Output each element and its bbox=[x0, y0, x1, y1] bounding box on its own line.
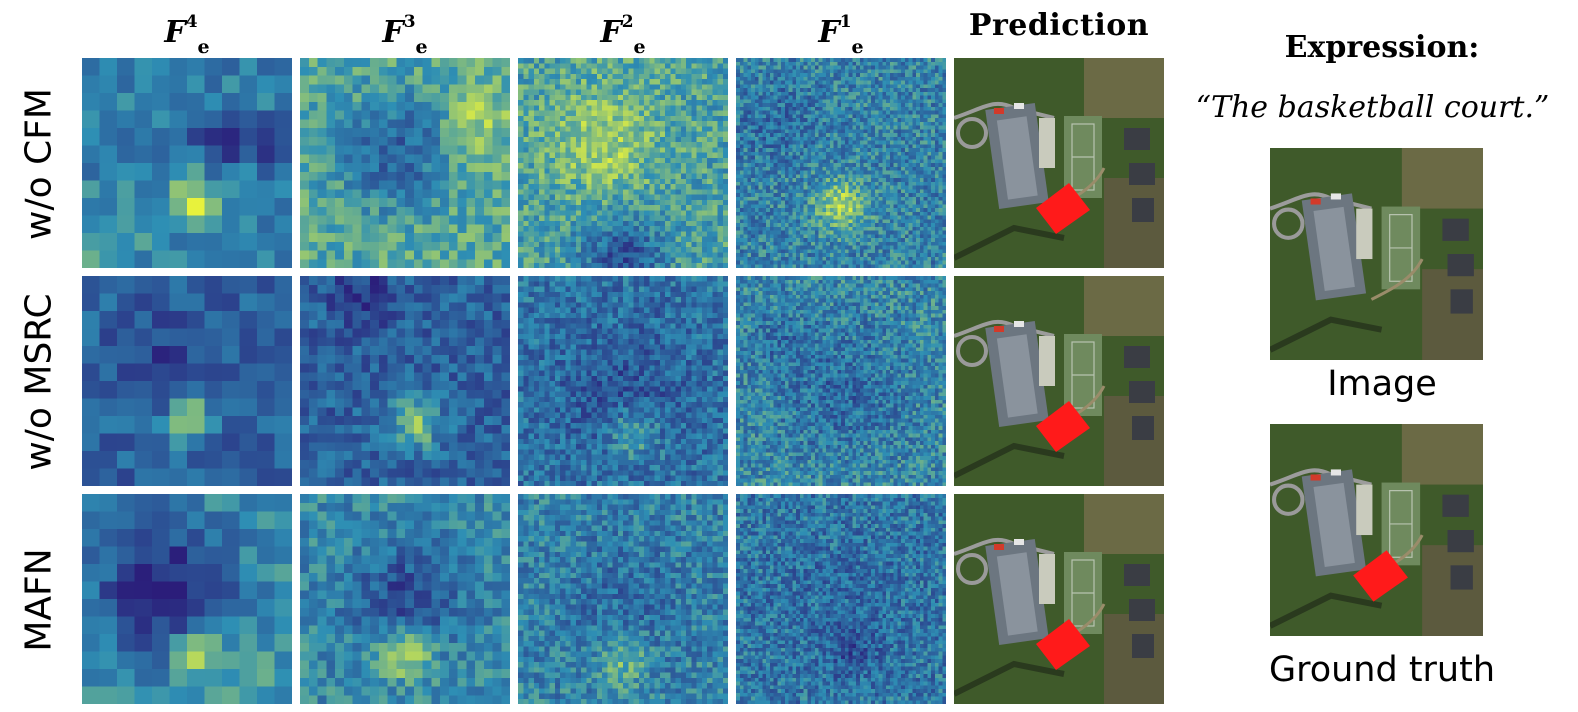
row-label-text: w/o CFM bbox=[18, 88, 60, 240]
input-image bbox=[1270, 148, 1483, 360]
column-subscript: e bbox=[415, 36, 428, 58]
column-superscript: 3 bbox=[403, 12, 416, 32]
feature-heatmap-tile bbox=[736, 276, 946, 486]
row-label-wo-cfm: w/o CFM bbox=[0, 58, 78, 270]
feature-heatmap-tile bbox=[518, 494, 728, 704]
row-label-text: w/o MSRC bbox=[18, 293, 60, 471]
feature-heatmap-tile bbox=[736, 58, 946, 268]
prediction-image bbox=[954, 494, 1164, 704]
column-superscript: 1 bbox=[839, 12, 852, 32]
row-label-wo-msrc: w/o MSRC bbox=[0, 276, 78, 488]
column-symbol: F bbox=[164, 15, 186, 50]
expression-text: “The basketball court.” bbox=[1195, 90, 1550, 125]
row-label-text: MAFN bbox=[18, 548, 60, 652]
column-superscript: 2 bbox=[621, 12, 634, 32]
column-header-f1: F1 e bbox=[736, 4, 946, 58]
prediction-image bbox=[954, 58, 1164, 268]
column-symbol: F bbox=[600, 15, 622, 50]
feature-heatmap-tile bbox=[518, 58, 728, 268]
ground-truth-caption: Ground truth bbox=[1268, 650, 1496, 690]
column-header-prediction: Prediction bbox=[968, 8, 1150, 43]
column-subscript: e bbox=[197, 36, 210, 58]
column-subscript: e bbox=[633, 36, 646, 58]
column-header-f2: F2 e bbox=[518, 4, 728, 58]
feature-heatmap-tile bbox=[300, 276, 510, 486]
feature-heatmap-tile bbox=[518, 276, 728, 486]
column-subscript: e bbox=[851, 36, 864, 58]
column-symbol: F bbox=[382, 15, 404, 50]
column-superscript: 4 bbox=[185, 12, 198, 32]
feature-heatmap-tile bbox=[82, 58, 292, 268]
prediction-image bbox=[954, 276, 1164, 486]
row-label-mafn: MAFN bbox=[0, 494, 78, 706]
image-caption: Image bbox=[1327, 364, 1437, 404]
column-header-f3: F3 e bbox=[300, 4, 510, 58]
feature-heatmap-tile bbox=[300, 494, 510, 704]
feature-heatmap-tile bbox=[82, 494, 292, 704]
expression-title: Expression: bbox=[1284, 30, 1480, 65]
feature-heatmap-tile bbox=[300, 58, 510, 268]
column-symbol: F bbox=[818, 15, 840, 50]
column-header-f4: F4 e bbox=[82, 4, 292, 58]
ground-truth-image bbox=[1270, 424, 1483, 636]
feature-heatmap-tile bbox=[82, 276, 292, 486]
feature-heatmap-tile bbox=[736, 494, 946, 704]
